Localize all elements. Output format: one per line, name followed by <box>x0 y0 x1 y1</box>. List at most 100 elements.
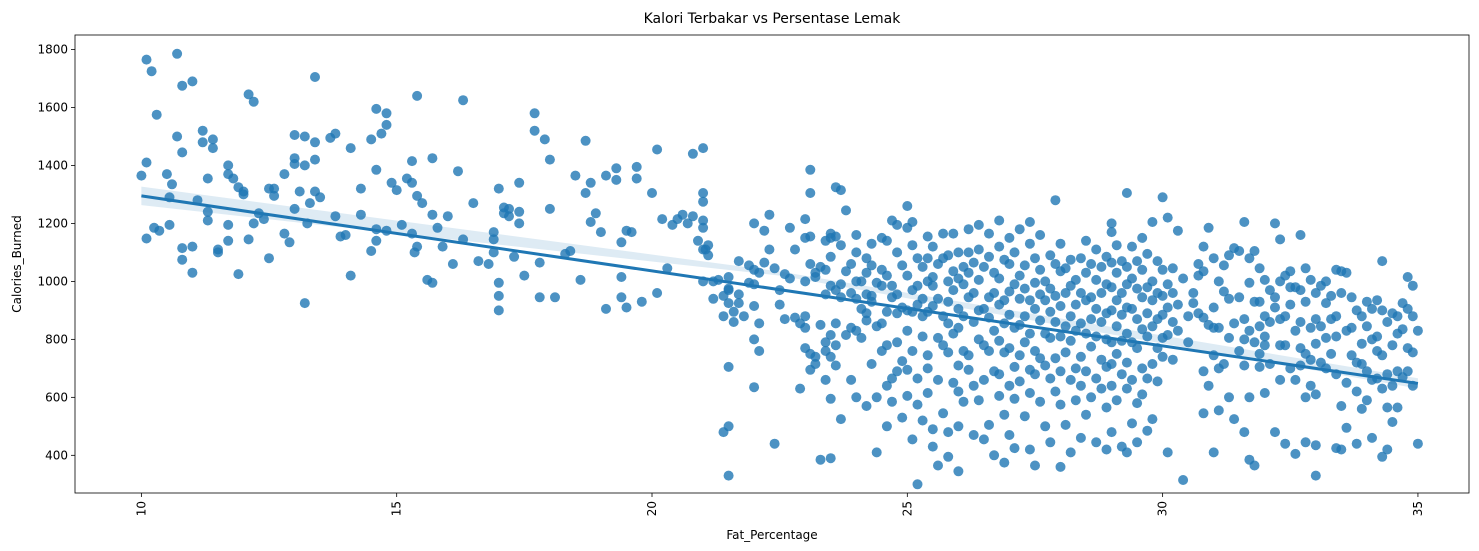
data-point <box>1127 374 1137 385</box>
data-point <box>968 257 979 268</box>
data-point <box>432 222 443 233</box>
data-point <box>1111 395 1122 406</box>
data-point <box>984 251 994 262</box>
data-point <box>1290 448 1301 459</box>
data-point <box>728 306 739 317</box>
data-point <box>544 203 555 214</box>
data-point <box>626 227 637 238</box>
data-point <box>754 346 765 356</box>
data-point <box>1142 331 1153 342</box>
data-point <box>1075 318 1086 329</box>
data-point <box>1193 259 1204 269</box>
data-point <box>595 227 606 238</box>
data-point <box>1152 376 1163 387</box>
data-point <box>1009 247 1020 258</box>
data-point <box>1203 380 1214 391</box>
data-point <box>412 190 423 201</box>
data-point <box>994 215 1005 226</box>
data-point <box>892 366 903 377</box>
data-point <box>871 447 882 458</box>
data-point <box>1137 363 1148 374</box>
data-point <box>871 392 882 403</box>
data-point <box>968 430 979 440</box>
data-point <box>841 205 851 216</box>
data-point <box>1014 350 1025 361</box>
data-point <box>1024 238 1035 249</box>
data-point <box>841 266 851 277</box>
data-point <box>1356 403 1367 414</box>
data-point <box>943 296 954 307</box>
data-point <box>1070 395 1081 406</box>
data-point <box>1030 303 1040 314</box>
data-point <box>876 280 887 291</box>
data-point <box>172 48 183 59</box>
data-point <box>289 203 300 214</box>
data-point <box>1290 374 1301 385</box>
data-point <box>1310 314 1321 325</box>
data-point <box>493 277 504 288</box>
data-point <box>1127 303 1137 314</box>
data-point <box>269 183 280 194</box>
data-point <box>902 201 913 211</box>
data-point <box>1167 317 1178 327</box>
data-point <box>1224 392 1234 403</box>
data-point <box>1147 276 1158 287</box>
data-point <box>1382 444 1393 455</box>
data-point <box>468 198 479 209</box>
data-point <box>1030 346 1040 356</box>
data-point <box>994 369 1005 380</box>
data-point <box>943 347 954 358</box>
data-point <box>1412 438 1423 449</box>
data-point <box>1229 318 1240 329</box>
x-tick-label: 35 <box>1411 501 1425 516</box>
data-point <box>1254 296 1265 307</box>
data-point <box>1075 253 1086 264</box>
data-point <box>897 356 908 367</box>
data-point <box>1142 308 1153 319</box>
data-point <box>927 424 938 435</box>
data-point <box>830 231 841 242</box>
data-point <box>1004 430 1015 440</box>
data-point <box>223 160 234 171</box>
data-point <box>299 160 310 171</box>
data-point <box>442 211 453 222</box>
data-point <box>1081 409 1091 420</box>
data-point <box>1142 373 1153 384</box>
data-point <box>917 293 928 304</box>
data-point <box>1397 324 1408 335</box>
data-point <box>279 228 290 239</box>
data-point <box>1137 292 1148 303</box>
data-point <box>820 337 831 348</box>
data-point <box>264 253 274 264</box>
x-tick-label: 15 <box>390 501 404 516</box>
data-point <box>1060 419 1071 430</box>
data-point <box>238 189 249 200</box>
data-point <box>1213 322 1224 333</box>
data-point <box>1127 241 1137 252</box>
data-point <box>243 89 254 100</box>
data-point <box>1040 421 1051 432</box>
data-point <box>177 243 188 254</box>
x-tick-label: 25 <box>900 501 914 516</box>
data-point <box>514 218 525 229</box>
data-point <box>953 421 964 432</box>
data-point <box>1341 422 1352 433</box>
data-point <box>1407 280 1418 291</box>
data-point <box>248 96 259 107</box>
data-point <box>412 90 423 101</box>
data-point <box>1198 366 1209 377</box>
data-point <box>1259 274 1270 285</box>
data-point <box>652 288 663 298</box>
data-point <box>958 279 969 290</box>
data-point <box>938 228 949 239</box>
data-point <box>917 261 928 272</box>
data-point <box>1009 361 1020 372</box>
data-point <box>978 434 989 445</box>
data-point <box>1137 389 1148 400</box>
data-point <box>1045 306 1056 317</box>
data-point <box>1055 331 1066 342</box>
data-point <box>723 272 734 282</box>
data-point <box>371 103 382 114</box>
data-point <box>1035 353 1046 364</box>
